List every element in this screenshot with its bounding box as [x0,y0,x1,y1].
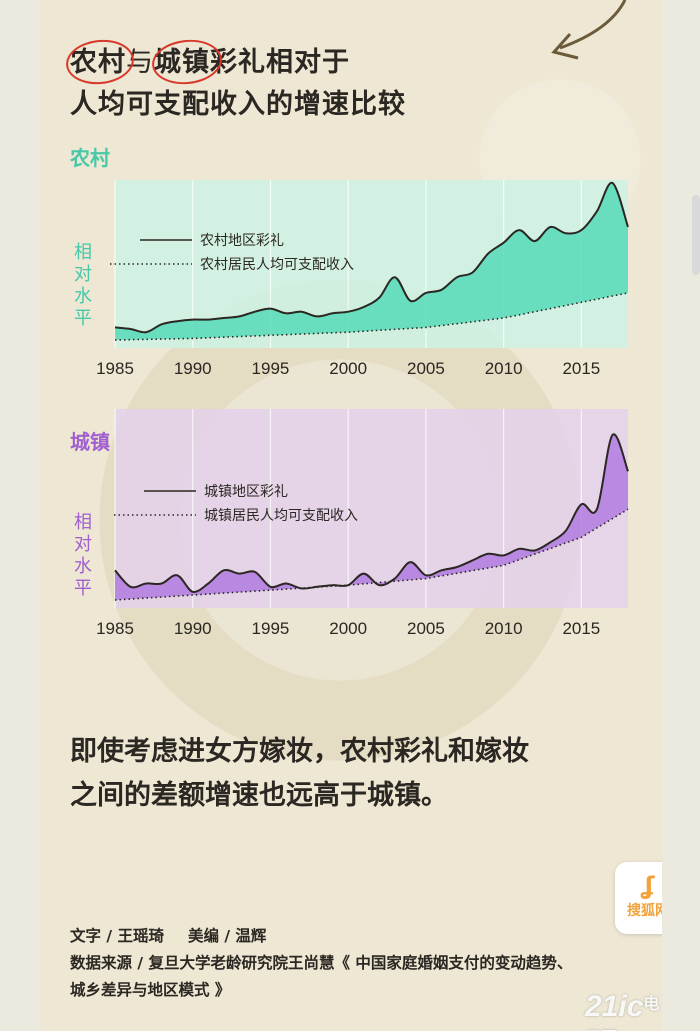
urban-chart: 1985 1990 1995 2000 2005 2010 2015 城镇地区彩礼城镇居民人均… [96,409,629,638]
credits: 文字 / 王瑶琦 美编 / 温辉 数据来源 / 复旦大学老龄研究院王尚慧《 中国家… [70,923,662,1004]
chart-panel [115,409,628,608]
body-text: 即使考虑进女方嫁妆，农村彩礼和嫁妆 之间的差额增速也远高于城镇。 [70,730,650,818]
title-word-rest: 彩礼相对于 [210,47,350,78]
title-word-rural: 农村 [70,47,126,78]
bride-price-series-line [114,433,629,593]
x-tick-label: 1995 [252,359,290,378]
decorative-arrow-icon [551,0,627,60]
scrollbar-thumb[interactable] [692,195,700,275]
x-tick-label: 2000 [329,619,367,638]
title-word-and: 与 [126,47,154,78]
x-tick-label: 1985 [96,619,134,638]
credits-source-1: 数据来源 / 复旦大学老龄研究院王尚慧《 中国家庭婚姻支付的变动趋势、 [70,954,573,972]
income-series-line [114,292,629,341]
body-text-line-2: 之间的差额增速也远高于城镇。 [70,780,448,811]
x-tick-label: 2005 [407,359,445,378]
x-tick-label: 2015 [562,619,600,638]
x-tick-label: 1990 [174,359,212,378]
title-line-2: 人均可支配收入的增速比较 [70,89,406,120]
x-tick-label: 1985 [96,359,134,378]
infographic-card: 农村与城镇彩礼相对于 人均可支配收入的增速比较 农村 相对水平 1985 1990… [40,0,662,1031]
sohu-badge[interactable]: ʆ 搜狐网 [615,862,662,934]
title-word-urban: 城镇 [154,47,210,78]
credits-authors: 文字 / 王瑶琦 美编 / 温辉 [70,923,662,950]
legend-label-income: 城镇居民人均可支配收入 [204,508,358,524]
credits-source-2: 城乡差异与地区模式 》 [70,981,231,999]
sohu-icon: ʆ [641,872,655,900]
chart-title: 农村与城镇彩礼相对于 人均可支配收入的增速比较 [70,42,406,126]
title-line-1: 农村与城镇彩礼相对于 [70,42,406,84]
gap-area [115,182,628,340]
body-text-line-1: 即使考虑进女方嫁妆，农村彩礼和嫁妆 [70,736,529,767]
urban-y-axis-label: 相对水平 [74,512,92,599]
gap-area [115,434,628,600]
rural-y-axis-label: 相对水平 [74,242,92,329]
rural-chart: 1985 1990 1995 2000 2005 2010 2015 农村地区彩礼农村居民人均… [96,180,629,378]
legend-label-bride-price: 城镇地区彩礼 [204,484,288,500]
legend-label-income: 农村居民人均可支配收入 [200,257,354,273]
x-tick-label: 2010 [485,359,523,378]
credits-design: 美编 / 温辉 [187,927,267,945]
x-tick-label: 2015 [562,359,600,378]
credits-text: 文字 / 王瑶琦 [70,927,164,945]
x-tick-label: 2005 [407,619,445,638]
x-tick-label: 1990 [174,619,212,638]
x-tick-label: 2010 [485,619,523,638]
x-tick-label: 2000 [329,359,367,378]
legend-label-bride-price: 农村地区彩礼 [200,233,284,249]
sohu-badge-text: 搜狐网 [627,903,662,919]
bride-price-series-line [114,181,629,334]
watermark-logo: 21ic电子网 [585,990,660,1031]
urban-section-label: 城镇 [70,430,110,454]
rural-section-label: 农村 [70,146,110,170]
income-series-line [114,508,629,601]
x-tick-label: 1995 [252,619,290,638]
